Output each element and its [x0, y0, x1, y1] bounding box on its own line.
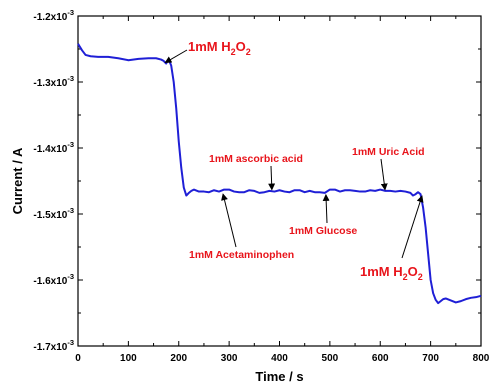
- y-tick-label: -1.6x10-3: [33, 272, 74, 287]
- annotation-label-glucose: 1mM Glucose: [289, 225, 357, 237]
- x-tick-label: 800: [473, 353, 490, 364]
- annotation-arrow-h2o2-1: [165, 50, 187, 63]
- annotation-arrow-h2o2-2: [402, 196, 422, 258]
- x-tick-label: 300: [221, 353, 238, 364]
- x-tick-label: 0: [75, 353, 81, 364]
- x-tick-label: 200: [170, 353, 187, 364]
- y-tick-labels: -1.2x10-3 -1.3x10-3 -1.4x10-3 -1.5x10-3 -1.6…: [33, 8, 74, 353]
- annotations: 1mM H2O2 1mM ascorbic acid 1mM Uric Acid 1m…: [165, 39, 424, 282]
- plot-frame: [78, 16, 481, 346]
- y-tick-label: -1.4x10-3: [33, 140, 74, 155]
- annotation-arrow-ascorbic: [271, 166, 272, 190]
- tick-marks: [78, 16, 481, 346]
- annotation-label-acetaminophen: 1mM Acetaminophen: [189, 249, 294, 261]
- y-tick-label: -1.3x10-3: [33, 74, 74, 89]
- x-tick-label: 400: [271, 353, 288, 364]
- x-tick-label: 700: [422, 353, 439, 364]
- y-tick-label: -1.2x10-3: [33, 8, 74, 23]
- annotation-label-h2o2-2: 1mM H2O2: [360, 264, 423, 282]
- annotation-arrow-acetaminophen: [223, 194, 236, 247]
- annotation-arrow-glucose: [326, 195, 327, 223]
- x-axis-title: Time / s: [255, 369, 303, 384]
- x-tick-label: 600: [372, 353, 389, 364]
- x-tick-labels: 0 100 200 300 400 500 600 700 800: [75, 353, 490, 364]
- x-tick-label: 100: [120, 353, 137, 364]
- annotation-label-h2o2-1: 1mM H2O2: [188, 39, 251, 57]
- y-axis-title: Current / A: [10, 147, 25, 214]
- annotation-label-uric: 1mM Uric Acid: [352, 146, 425, 158]
- series-line: [78, 44, 481, 303]
- y-tick-label: -1.5x10-3: [33, 206, 74, 221]
- annotation-label-ascorbic: 1mM ascorbic acid: [209, 153, 303, 165]
- y-tick-label: -1.7x10-3: [33, 338, 74, 353]
- x-tick-label: 500: [322, 353, 339, 364]
- annotation-arrow-uric: [381, 159, 385, 190]
